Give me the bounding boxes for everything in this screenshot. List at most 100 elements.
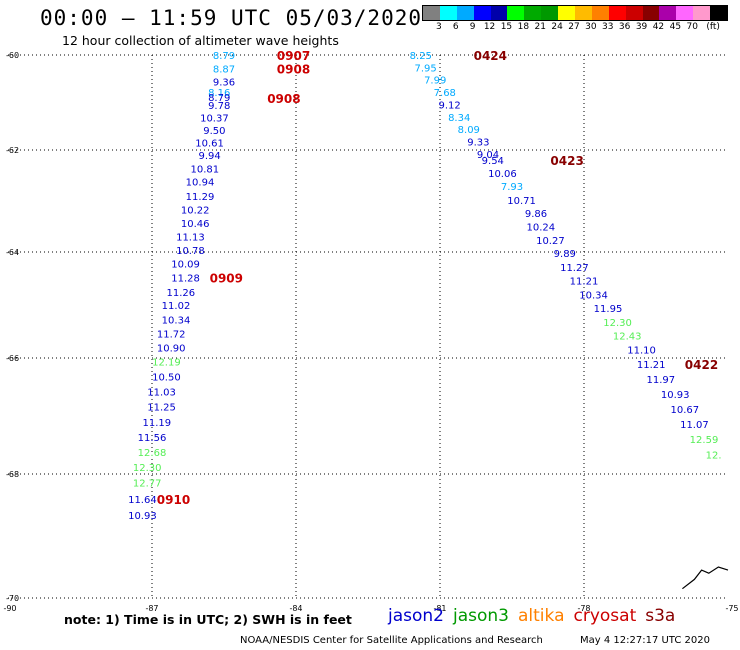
swh-value: 11.10 bbox=[627, 346, 656, 357]
swh-value: 10.06 bbox=[488, 169, 517, 180]
legend-swatch bbox=[507, 6, 525, 20]
swh-value: 12.30 bbox=[603, 318, 632, 329]
swh-value: 11.29 bbox=[186, 192, 215, 203]
swh-value: 10.09 bbox=[171, 260, 200, 271]
swh-value: 11.97 bbox=[646, 375, 675, 386]
swh-value: 10.46 bbox=[181, 219, 210, 230]
swh-value: 12.77 bbox=[133, 479, 162, 490]
latitude-label: -64 bbox=[6, 248, 19, 257]
coastline bbox=[682, 566, 729, 590]
legend-label: 30 bbox=[585, 22, 597, 32]
legend-label: 36 bbox=[618, 22, 631, 32]
map-subtitle: 12 hour collection of altimeter wave hei… bbox=[62, 33, 339, 48]
swh-value: 10.24 bbox=[526, 223, 555, 234]
coastline-path bbox=[682, 566, 729, 590]
swh-value: 7.95 bbox=[414, 63, 436, 74]
swh-value: 10.61 bbox=[195, 138, 224, 149]
swh-value: 9.54 bbox=[482, 156, 504, 167]
swh-value: 11.95 bbox=[594, 304, 623, 315]
swh-value: 10.67 bbox=[670, 405, 699, 416]
swh-value: 10.22 bbox=[181, 206, 210, 217]
legend-swatch bbox=[558, 6, 576, 20]
swh-value: 11.21 bbox=[637, 360, 666, 371]
swh-value: 9.36 bbox=[213, 78, 235, 89]
swh-value: 10.81 bbox=[190, 164, 219, 175]
swh-value: 11.27 bbox=[560, 263, 589, 274]
swh-value: 11.19 bbox=[142, 418, 171, 429]
latitude-label: -62 bbox=[6, 146, 19, 155]
longitude-label: -81 bbox=[433, 604, 446, 613]
swh-value: 10.93 bbox=[661, 390, 690, 401]
legend-s3a: s3a bbox=[645, 606, 676, 626]
pass-time-label: 0908 bbox=[267, 92, 300, 106]
legend-altika: altika bbox=[518, 606, 565, 626]
swh-value: 8.79 bbox=[213, 51, 235, 62]
legend-label: 33 bbox=[602, 22, 614, 32]
pass-time-label: 0424 bbox=[474, 49, 507, 63]
swh-value: 10.34 bbox=[579, 290, 608, 301]
latitude-label: -70 bbox=[6, 594, 19, 603]
swh-color-legend: 3 6 9 12 15 18 21 24 27 30 33 36 39 42 45 70 (ft) bbox=[422, 5, 740, 35]
satellite-legend: jason2 jason3 altika cryosat s3a bbox=[388, 606, 684, 626]
legend-label: (ft) bbox=[706, 22, 720, 32]
swh-value: 10.27 bbox=[536, 236, 565, 247]
swh-value: 11.28 bbox=[171, 273, 200, 284]
swh-value: 11.64 bbox=[128, 495, 157, 506]
legend-label: 15 bbox=[500, 22, 513, 32]
swh-value: 9.89 bbox=[554, 249, 576, 260]
swh-value: 12.19 bbox=[152, 357, 181, 368]
latitude-label: -60 bbox=[6, 51, 19, 60]
legend-swatch bbox=[693, 6, 711, 20]
legend-swatch bbox=[541, 6, 559, 20]
legend-label: 21 bbox=[534, 22, 546, 32]
swh-value: 8.25 bbox=[410, 51, 432, 62]
pass-time-label: 0908 bbox=[277, 62, 310, 76]
swh-value: 9.12 bbox=[438, 100, 460, 111]
track-west: 8.798.879.368.168.799.7810.379.5010.619.… bbox=[128, 49, 310, 522]
legend-label: 9 bbox=[469, 22, 476, 32]
legend-label: 70 bbox=[686, 22, 698, 32]
swh-value: 9.50 bbox=[203, 126, 225, 137]
legend-label: 18 bbox=[517, 22, 530, 32]
latitude-label: -68 bbox=[6, 470, 19, 479]
longitude-label: -87 bbox=[145, 604, 158, 613]
axis-labels: -60 -62 -64 -66 -68 -70-90 -87 -84 -81 -78 -75 bbox=[3, 51, 738, 613]
legend-swatch bbox=[524, 6, 542, 20]
swh-value: 10.90 bbox=[157, 343, 186, 354]
legend-swatch bbox=[659, 6, 677, 20]
swh-value: 11.72 bbox=[157, 330, 186, 341]
pass-time-label: 0909 bbox=[210, 271, 243, 285]
legend-swatch bbox=[642, 6, 660, 20]
swh-value: 12. bbox=[706, 450, 722, 461]
swh-value: 8.16 bbox=[208, 88, 230, 99]
legend-swatch bbox=[676, 6, 694, 20]
swh-value: 7.68 bbox=[434, 88, 456, 99]
footer-note: note: 1) Time is in UTC; 2) SWH is in fe… bbox=[64, 612, 352, 627]
pass-time-label: 0422 bbox=[685, 358, 718, 372]
swh-value: 11.03 bbox=[147, 388, 176, 399]
swh-value: 10.94 bbox=[186, 178, 215, 189]
track-east: 8.257.95 7.997.689.12 8.348.099.33 9.049.54… bbox=[410, 49, 722, 461]
swh-value: 12.30 bbox=[133, 463, 162, 474]
pass-time-label: 0423 bbox=[550, 154, 583, 168]
footer-timestamp: May 4 12:27:17 UTC 2020 bbox=[580, 635, 710, 646]
legend-label: 3 bbox=[436, 22, 442, 32]
legend-swatch bbox=[608, 6, 626, 20]
legend-label: 12 bbox=[483, 22, 496, 32]
pass-time-label: 0910 bbox=[157, 493, 190, 507]
swh-value: 9.04 bbox=[477, 150, 499, 161]
legend-swatch bbox=[490, 6, 508, 20]
legend-labels: 3 6 9 12 15 18 21 24 27 30 33 36 39 42 45 70 (ft) bbox=[422, 21, 740, 35]
legend-jason3: jason3 bbox=[453, 606, 509, 626]
legend-label: 39 bbox=[635, 22, 648, 32]
swh-value: 10.71 bbox=[507, 196, 536, 207]
swh-value: 11.21 bbox=[570, 277, 599, 288]
legend-label: 42 bbox=[652, 22, 665, 32]
legend-jason2: jason2 bbox=[388, 606, 444, 626]
swh-value: 10.37 bbox=[200, 114, 229, 125]
swh-value: 11.02 bbox=[162, 301, 191, 312]
grid-lines bbox=[8, 54, 728, 599]
swh-value: 10.93 bbox=[128, 511, 157, 522]
swh-value: 12.59 bbox=[690, 435, 719, 446]
swh-value: 11.07 bbox=[680, 420, 709, 431]
